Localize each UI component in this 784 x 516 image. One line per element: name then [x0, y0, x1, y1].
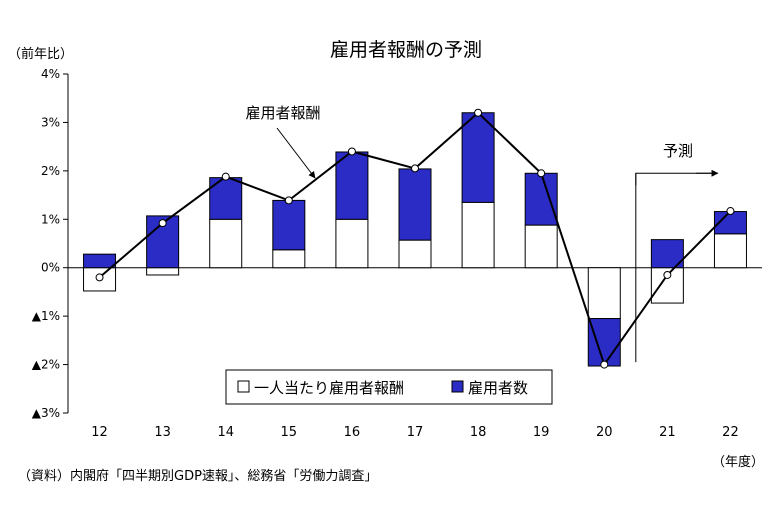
legend-label-per-capita: 一人当たり雇用者報酬 [254, 379, 404, 397]
compensation-point [663, 270, 672, 279]
x-tick-label: 16 [344, 425, 361, 440]
bar-employees [335, 151, 369, 220]
legend-box [225, 369, 553, 405]
y-tick-label: 0% [41, 261, 60, 275]
y-tick-label: ▲1% [32, 309, 60, 323]
legend-swatch-per-capita [237, 380, 250, 393]
source-note: （資料）内閣府「四半期別GDP速報」、総務省「労働力調査」 [18, 468, 377, 484]
bar-per-capita [713, 233, 747, 269]
compensation-point [726, 207, 735, 216]
forecast-annotation: 予測 [663, 142, 693, 160]
x-tick-label: 12 [91, 425, 108, 440]
bar-per-capita [524, 224, 558, 269]
plot-area: 4% 3% 2% 1% 0% ▲1% ▲2% ▲3% 12 13 14 15 16 17 18 19 20 21 2… [32, 67, 762, 440]
compensation-point [221, 172, 230, 181]
x-tick-label: 21 [659, 425, 676, 440]
compensation-point [411, 164, 419, 173]
x-tick-label: 22 [722, 425, 739, 440]
x-axis-label: （年度） [712, 454, 764, 470]
y-tick-label: 1% [41, 212, 60, 226]
bar-employees [587, 318, 621, 367]
forecast-bracket [635, 172, 714, 186]
y-tick-label: 3% [41, 115, 60, 129]
x-tick-label: 20 [596, 425, 613, 440]
x-tick-label: 13 [154, 425, 171, 440]
bar-per-capita [461, 201, 495, 269]
legend-label-employees: 雇用者数 [468, 379, 528, 397]
x-tick-label: 15 [281, 425, 298, 440]
bar-per-capita [587, 267, 621, 320]
bar-employees [146, 215, 180, 269]
bar-employees [83, 253, 117, 269]
compensation-point [474, 108, 483, 117]
legend-swatch-employees [451, 380, 464, 393]
compensation-point [284, 196, 293, 205]
bar-per-capita [146, 267, 180, 276]
y-tick-label: ▲3% [32, 406, 60, 420]
x-tick-label: 18 [470, 425, 487, 440]
y-tick-label: ▲2% [32, 358, 60, 372]
line-annotation: 雇用者報酬 [245, 104, 320, 122]
bar-per-capita [398, 239, 432, 269]
bar-employees [398, 168, 432, 241]
compensation-point [347, 147, 356, 156]
bar-employees [461, 112, 495, 203]
chart-title: 雇用者報酬の予測 [330, 39, 482, 61]
compensation-point [600, 360, 609, 369]
compensation-point [158, 219, 167, 228]
x-tick-label: 19 [533, 425, 550, 440]
y-tick-label: 4% [41, 67, 60, 81]
annotation-arrow [276, 127, 316, 179]
bar-per-capita [272, 249, 306, 269]
compensation-point [537, 169, 546, 178]
x-tick-label: 14 [217, 425, 234, 440]
y-tick-label: 2% [41, 164, 60, 178]
bar-per-capita [209, 218, 243, 269]
bar-per-capita [335, 218, 369, 269]
legend: 一人当たり雇用者報酬 雇用者数 [225, 369, 553, 405]
bar-employees [524, 172, 558, 226]
bar-employees [272, 199, 306, 251]
y-axis-label: （前年比） [8, 46, 73, 62]
x-tick-label: 17 [407, 425, 424, 440]
compensation-point [95, 273, 104, 282]
